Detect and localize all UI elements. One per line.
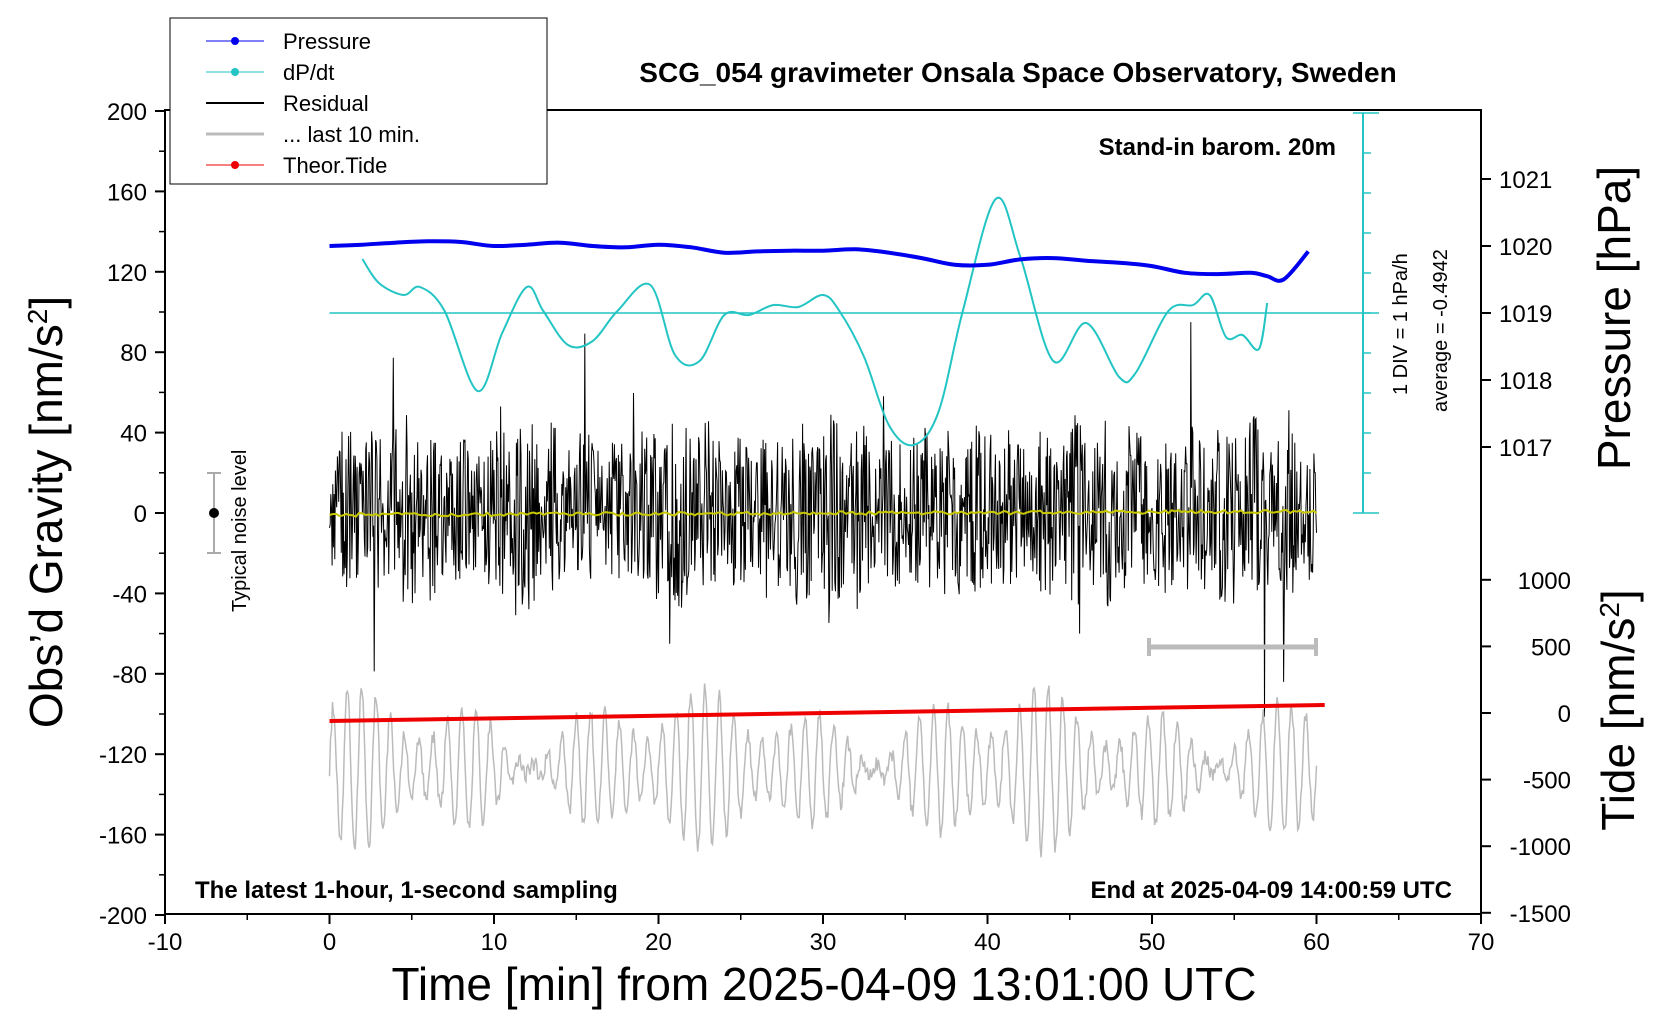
- x-tick-label: -10: [148, 929, 183, 956]
- legend-label: dP/dt: [283, 60, 334, 85]
- y-tick-label: -40: [112, 581, 147, 608]
- y-axis-gravity: 200 160 120 80 40 0 -40 -80 -120 -160 -200: [99, 99, 165, 930]
- x-tick-label: 70: [1468, 929, 1495, 956]
- pressure-tick-label: 1018: [1499, 368, 1552, 395]
- residual-series: [329, 322, 1317, 717]
- y-tick-label: -80: [112, 662, 147, 689]
- tide-tick-label: 500: [1531, 634, 1571, 661]
- barometer-note: Stand-in barom. 20m: [1099, 134, 1336, 161]
- dpdt-series: [361, 196, 1269, 447]
- legend-label: Pressure: [283, 29, 371, 54]
- y-axis-tide-label-main: Tide [nm/s: [1592, 618, 1644, 831]
- pressure-tick-label: 1017: [1499, 435, 1552, 462]
- y-tick-label: 40: [120, 421, 147, 448]
- legend-marker: [231, 68, 239, 76]
- noise-level-indicator: Typical noise level: [207, 450, 251, 612]
- residual-line: [329, 322, 1317, 717]
- y-axis-pressure: 1021 1020 1019 1018 1017: [1481, 167, 1552, 462]
- y-tick-label: -200: [99, 903, 147, 930]
- y-tick-label: 0: [134, 501, 147, 528]
- y-axis-tide-label-sup: 2: [1594, 602, 1625, 618]
- legend-box: [169, 17, 548, 185]
- y-tick-label: -160: [99, 823, 147, 850]
- y-axis-gravity-label: Obs’d Gravity [nm/s2]: [20, 296, 72, 728]
- sampling-note: The latest 1-hour, 1-second sampling: [195, 877, 618, 904]
- noise-label: Typical noise level: [229, 450, 251, 612]
- y-axis-tide-label-close: ]: [1592, 589, 1644, 602]
- noise-dot: [209, 508, 219, 518]
- y-tick-label: -120: [99, 742, 147, 769]
- pressure-tick-label: 1021: [1499, 167, 1552, 194]
- last-10-min-series: [328, 683, 1318, 858]
- tide-series: [329, 703, 1325, 723]
- legend-marker: [231, 161, 239, 169]
- tide-tick-label: 0: [1558, 701, 1571, 728]
- legend-label: ... last 10 min.: [283, 122, 420, 147]
- x-tick-label: 0: [323, 929, 336, 956]
- dpdt-average-label: average = -0.4942: [1430, 249, 1452, 412]
- y-tick-label: 160: [107, 179, 147, 206]
- legend: Pressure dP/dt Residual ... last 10 min. The…: [169, 17, 548, 185]
- x-tick-label: 10: [481, 929, 508, 956]
- tide-line: [329, 703, 1325, 723]
- x-tick-label: 20: [645, 929, 672, 956]
- y-axis-gravity-label-main: Obs’d Gravity [nm/s: [20, 324, 72, 728]
- y-tick-label: 80: [120, 340, 147, 367]
- x-axis: -10 0 10 20 30 40 50 60 70: [148, 914, 1495, 956]
- end-time-note: End at 2025-04-09 14:00:59 UTC: [1091, 877, 1453, 904]
- legend-marker: [231, 37, 239, 45]
- pressure-line: [329, 239, 1310, 283]
- pressure-series: [329, 239, 1310, 283]
- y-axis-gravity-label-close: ]: [20, 296, 72, 309]
- legend-label: Residual: [283, 91, 369, 116]
- y-tick-label: 120: [107, 260, 147, 287]
- last-10-min-line: [328, 683, 1318, 858]
- x-tick-label: 30: [810, 929, 837, 956]
- dpdt-scale-axis: [329, 112, 1379, 514]
- x-tick-label: 50: [1139, 929, 1166, 956]
- tide-tick-label: -500: [1523, 768, 1571, 795]
- y-axis-gravity-label-sup: 2: [22, 309, 53, 325]
- chart-title: SCG_054 gravimeter Onsala Space Observat…: [639, 57, 1396, 88]
- tide-tick-label: -1500: [1510, 901, 1571, 928]
- y-axis-tide: 1000 500 0 -500 -1000 -1500: [1481, 568, 1571, 928]
- residual-smoothed-series: [329, 508, 1318, 518]
- x-axis-label: Time [min] from 2025-04-09 13:01:00 UTC: [392, 958, 1257, 1010]
- tide-tick-label: 1000: [1518, 568, 1571, 595]
- last-10-min-marker: [1147, 638, 1318, 656]
- x-tick-label: 60: [1303, 929, 1330, 956]
- tide-tick-label: -1000: [1510, 834, 1571, 861]
- x-tick-label: 40: [974, 929, 1001, 956]
- y-tick-label: 200: [107, 99, 147, 126]
- dpdt-line: [361, 196, 1269, 447]
- pressure-tick-label: 1020: [1499, 234, 1552, 261]
- smooth-line: [329, 508, 1318, 518]
- legend-label: Theor.Tide: [283, 153, 387, 178]
- y-axis-pressure-label: Pressure [hPa]: [1588, 166, 1640, 470]
- pressure-tick-label: 1019: [1499, 301, 1552, 328]
- dpdt-scale-label: 1 DIV = 1 hPa/h: [1390, 253, 1412, 395]
- y-axis-tide-label: Tide [nm/s2]: [1592, 589, 1644, 830]
